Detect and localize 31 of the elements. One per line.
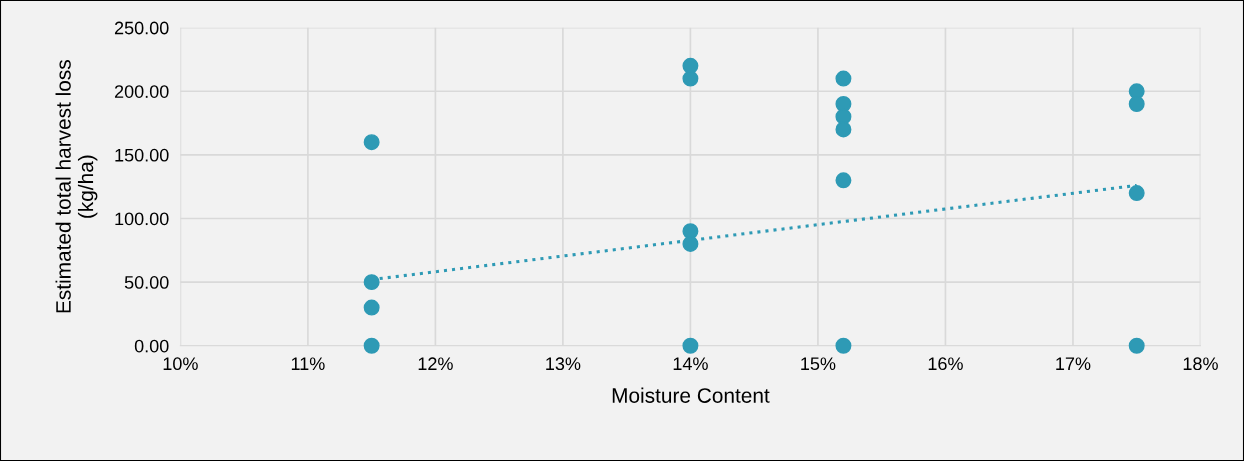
point: [363, 274, 380, 291]
x-tick-label: 17%: [1056, 357, 1091, 371]
point: [835, 172, 852, 189]
x-tick-label: 16%: [928, 357, 963, 371]
x-tick-label: 15%: [801, 357, 836, 371]
x-tick-label: 11%: [291, 357, 325, 371]
point: [1128, 96, 1145, 112]
point: [682, 337, 699, 354]
x-tick-label: 18%: [1183, 357, 1218, 371]
y-tick-label: 100.00: [115, 212, 169, 226]
y-tick-label: 250.00: [114, 21, 169, 35]
x-axis-title: Moisture Content: [612, 387, 770, 403]
point: [1128, 337, 1145, 354]
point: [363, 134, 380, 151]
point: [682, 235, 699, 252]
y-axis-title: Estimated total harvest loss (kg/ha): [55, 60, 98, 313]
point: [1128, 185, 1145, 202]
point: [363, 299, 380, 316]
y-tick-label: 0.00: [134, 339, 169, 353]
y-tick-label: 200.00: [114, 85, 169, 98]
point: [835, 121, 852, 138]
point: [363, 337, 380, 354]
y-tick-label: 50.00: [124, 276, 169, 289]
x-tick-label: 12%: [418, 357, 453, 371]
point: [682, 70, 699, 87]
x-tick-label: 14%: [673, 357, 708, 371]
point: [835, 70, 852, 87]
x-tick-label: 10%: [163, 357, 198, 371]
point: [835, 337, 852, 354]
y-tick-label: 150.00: [115, 148, 169, 162]
x-tick-label: 13%: [546, 357, 581, 371]
